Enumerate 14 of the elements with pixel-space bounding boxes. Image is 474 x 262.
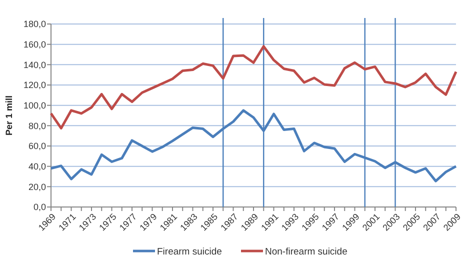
y-tick-label: 60,0	[28, 141, 46, 152]
y-tick-label: 100,0	[23, 100, 46, 110]
y-tick-label: 0,0	[33, 202, 46, 212]
legend-label: Firearm suicide	[157, 246, 222, 258]
legend-label: Non-firearm suicide	[265, 246, 348, 258]
y-tick-label: 40,0	[28, 161, 46, 172]
y-axis-title: Per 1 mill	[4, 95, 14, 136]
y-tick-label: 180,0	[23, 19, 46, 30]
y-tick-label: 80,0	[28, 120, 46, 131]
y-tick-label: 120,0	[23, 80, 46, 90]
y-tick-label: 140,0	[23, 60, 46, 70]
y-tick-label: 160,0	[23, 39, 46, 50]
line-series	[50, 45, 458, 130]
y-tick-label: 20,0	[28, 182, 46, 192]
